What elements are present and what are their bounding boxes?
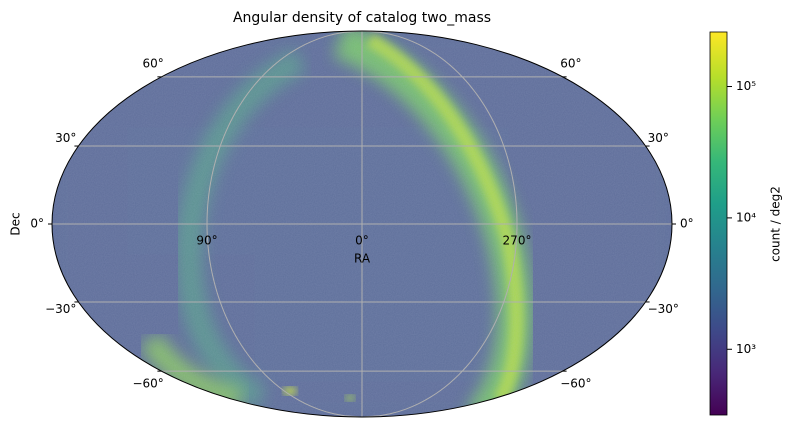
colorbar (709, 31, 728, 416)
grid-line (206, 30, 363, 418)
y-tick-label: 30° (55, 131, 76, 145)
y-tick-label: −60° (132, 377, 163, 391)
y-tick-label: 60° (143, 56, 164, 70)
grid-line (361, 30, 518, 418)
x-tick-label: 90° (196, 234, 217, 248)
x-tick-label: 270° (503, 234, 532, 248)
y-tick-label: −30° (648, 302, 679, 316)
y-tick-label: 0° (680, 217, 694, 231)
colorbar-label: count / deg2 (769, 186, 783, 262)
y-axis-label: Dec (9, 212, 23, 235)
colorbar-tick-label: 10⁵ (736, 79, 756, 93)
y-tick-label: −30° (45, 302, 76, 316)
x-tick-label: 0° (355, 234, 369, 248)
y-tick-label: 0° (30, 217, 44, 231)
chart-title: Angular density of catalog two_mass (233, 10, 491, 26)
y-tick-label: 30° (648, 131, 669, 145)
y-tick-label: −60° (560, 377, 591, 391)
colorbar-tick-label: 10⁴ (736, 210, 756, 224)
y-tick-label: 60° (560, 56, 581, 70)
x-axis-label: RA (354, 252, 371, 266)
colorbar-tick-label: 10³ (736, 342, 756, 356)
grid (52, 30, 672, 418)
